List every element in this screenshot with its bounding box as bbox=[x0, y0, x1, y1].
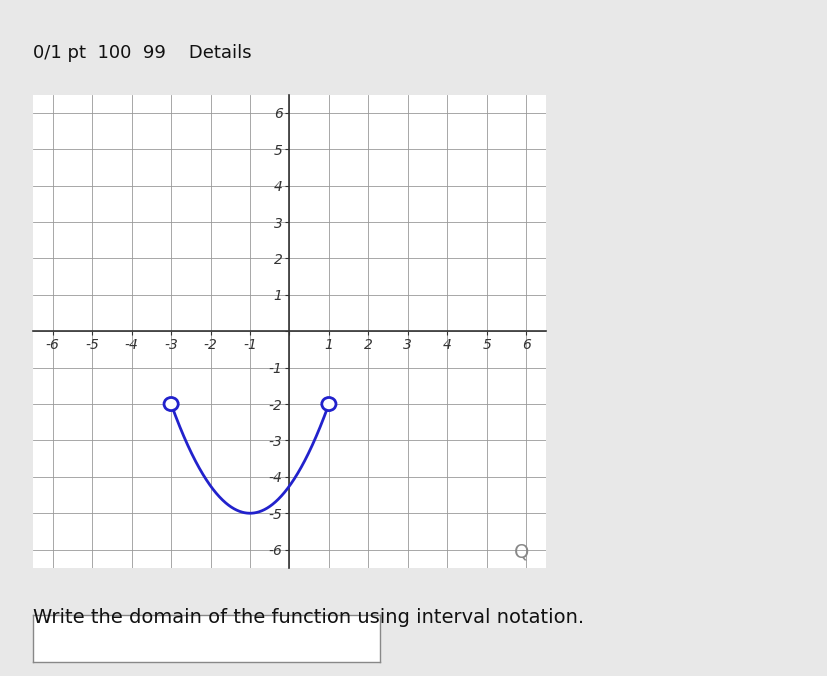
Circle shape bbox=[164, 397, 179, 410]
Text: Write the domain of the function using interval notation.: Write the domain of the function using i… bbox=[33, 608, 584, 627]
Text: 0/1 pt  100  99    Details: 0/1 pt 100 99 Details bbox=[33, 44, 251, 62]
Circle shape bbox=[322, 397, 336, 410]
Text: Q: Q bbox=[514, 542, 529, 561]
